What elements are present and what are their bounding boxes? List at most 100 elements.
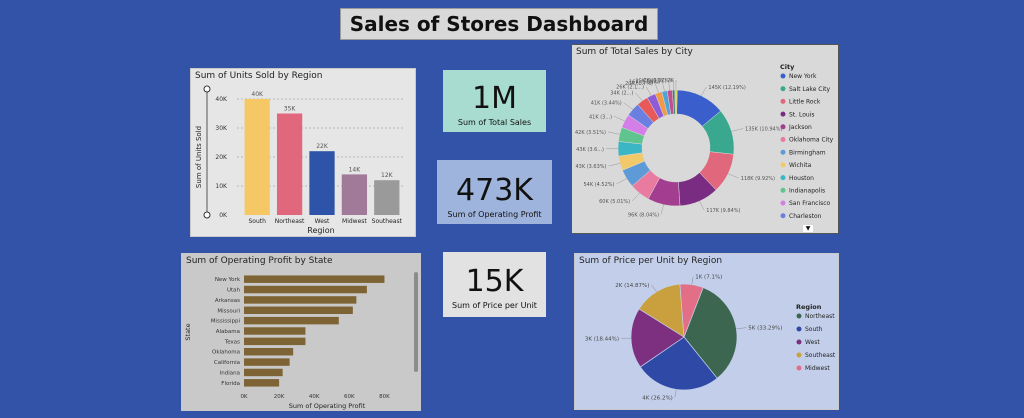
y-tick-label: 20K [215, 154, 228, 161]
slice-data-label: 4K (26.2%) [642, 395, 673, 401]
price-by-region-panel[interactable]: Sum of Price per Unit by Region 5K (33.2… [574, 253, 839, 410]
legend-label: Indianapolis [789, 188, 825, 195]
bar [244, 368, 283, 377]
legend-label: Midwest [805, 365, 830, 372]
units-by-region-panel[interactable]: Sum of Units Sold by Region 0K 10K 20K 30K 4… [190, 68, 416, 237]
x-tick-label: 80K [379, 394, 390, 400]
bar [244, 327, 306, 335]
leader-line [623, 102, 633, 110]
legend-marker [780, 187, 786, 193]
bar [374, 180, 400, 215]
price-by-region-chart: 5K (33.29%) 4K (26.2%) 3K (18.44%) 2K (14.8… [585, 275, 836, 402]
legend-label: West [805, 339, 820, 346]
bar-data-label: 22K [316, 143, 329, 150]
y-tick-label: Oklahoma [212, 350, 240, 356]
units-by-region-title: Sum of Units Sold by Region [195, 71, 323, 81]
bar [276, 113, 303, 215]
y-tick-label: Alabama [216, 329, 240, 335]
legend-marker [796, 326, 802, 332]
pie-slice [638, 283, 685, 338]
total-sales-card[interactable]: 1M Sum of Total Sales [443, 70, 546, 132]
dashboard-title: Sales of Stores Dashboard [340, 8, 658, 40]
leader-line [616, 178, 627, 185]
legend-marker [780, 175, 786, 181]
bar [244, 347, 294, 356]
x-tick-label: Northeast [275, 218, 305, 225]
slice-data-label: 3K (18.44%) [585, 336, 619, 342]
y-tick-label: 40K [215, 96, 228, 103]
slice-data-label: 117K (9.84%) [706, 208, 740, 214]
price-per-unit-value: 15K [465, 264, 524, 299]
legend-label: Oklahoma City [789, 137, 834, 144]
slice-data-label: 135K (10.94%) [745, 126, 782, 132]
legend-label: Birmingham [789, 149, 826, 156]
x-tick-label: 20K [274, 394, 285, 400]
legend-marker [780, 124, 786, 130]
slice-data-label: 41K (3.44%) [591, 101, 622, 107]
y-tick-label: Texas [224, 339, 240, 345]
bar [244, 99, 270, 215]
slice-data-label: 96K (8.04%) [628, 212, 659, 218]
leader-line [608, 163, 621, 167]
x-tick-label: Midwest [342, 218, 367, 225]
legend-marker [780, 200, 786, 206]
slice-data-label: 54K (4.52%) [583, 182, 614, 188]
legend-marker [780, 111, 786, 117]
operating-profit-value: 473K [456, 173, 533, 208]
bar [244, 379, 280, 387]
operating-profit-card[interactable]: 473K Sum of Operating Profit [437, 160, 552, 224]
slice-data-label: 7K (0.57%) [643, 78, 671, 84]
y-axis-title: State [184, 323, 192, 340]
legend-label: Northeast [805, 313, 835, 320]
legend-marker [796, 365, 802, 371]
leader-line [654, 83, 659, 93]
pie-slice [639, 336, 718, 391]
slice-data-label: 1K (7.1%) [695, 275, 722, 281]
bar [244, 358, 290, 366]
x-axis-title: Sum of Operating Profit [289, 402, 366, 410]
legend-marker [780, 149, 786, 155]
legend-scroll-down-icon[interactable]: ▼ [803, 225, 813, 232]
bar-data-label: 35K [284, 106, 297, 113]
legend-marker [796, 339, 802, 345]
legend-label: Wichita [789, 162, 812, 169]
sales-by-city-panel[interactable]: Sum of Total Sales by City 145K (12.19%)… [571, 44, 839, 234]
y-tick-label: Indiana [220, 370, 240, 376]
legend-marker [796, 313, 802, 319]
y-tick-label: New York [215, 277, 241, 283]
leader-line [614, 116, 625, 122]
legend-label: San Francisco [789, 200, 831, 207]
slice-data-label: 7K [667, 78, 674, 84]
x-tick-label: 60K [344, 394, 355, 400]
leader-line [674, 389, 677, 398]
price-per-unit-card[interactable]: 15K Sum of Price per Unit [443, 252, 546, 317]
legend-title: City [780, 63, 795, 71]
legend-label: Southeast [805, 352, 836, 359]
slice-data-label: 26K (2.1...) [616, 85, 644, 91]
leader-line [691, 276, 694, 285]
pie-slice [630, 308, 685, 368]
y-tick-label: 10K [215, 183, 228, 190]
leader-line [699, 200, 705, 211]
legend-label: Houston [789, 175, 814, 182]
leader-line [651, 284, 657, 292]
legend-marker [780, 86, 786, 92]
legend-label: Little Rock [789, 99, 821, 106]
pie-slice [683, 287, 738, 379]
bar [244, 275, 385, 283]
range-slider-handle [203, 85, 211, 93]
slice-data-label: 43K (3.6...) [576, 147, 604, 153]
slice-data-label: 43K (3.63%) [575, 164, 606, 170]
slice-data-label: 41K (3...) [589, 114, 612, 120]
legend-label: Salt Lake City [789, 86, 831, 93]
slice-data-label: 118K (9.92%) [741, 176, 775, 182]
profit-by-state-panel[interactable]: Sum of Operating Profit by State 0K 20K 40… [181, 253, 421, 411]
x-tick-label: West [315, 218, 330, 225]
legend-marker [780, 137, 786, 142]
total-sales-value: 1M [472, 81, 517, 116]
x-tick-label: South [248, 218, 266, 225]
bar [341, 174, 368, 215]
scrollbar[interactable] [414, 272, 418, 372]
y-tick-label: California [214, 360, 240, 366]
legend-label: St. Louis [789, 111, 814, 118]
